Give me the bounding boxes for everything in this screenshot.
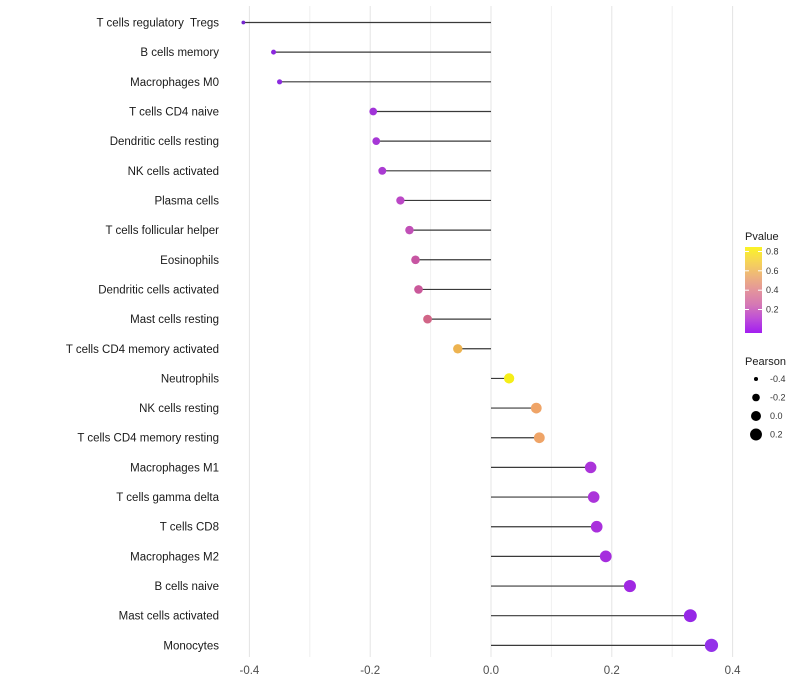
lollipop-dot [584, 461, 597, 474]
pvalue-gradient-bar [745, 247, 762, 333]
category-label: Macrophages M0 [130, 77, 219, 89]
lollipop-dot [405, 225, 414, 235]
category-label: Macrophages M2 [130, 551, 219, 563]
lollipop-dot [241, 20, 246, 25]
x-tick-label: 0.0 [483, 665, 499, 677]
lollipop-dot [704, 638, 719, 652]
lollipop-dot [271, 49, 277, 55]
category-label: T cells CD4 memory resting [77, 433, 219, 445]
lollipop-dot [599, 550, 612, 563]
pvalue-tick-label: 0.2 [766, 305, 779, 315]
lollipop-dot [369, 107, 378, 116]
lollipop-dot [453, 344, 463, 354]
category-label: Dendritic cells resting [110, 136, 219, 148]
pvalue-tick-label: 0.8 [766, 247, 779, 257]
category-label: Mast cells activated [119, 611, 219, 623]
pearson-size-dot [752, 393, 760, 402]
category-label: NK cells activated [128, 166, 219, 178]
lollipop-dot [587, 491, 600, 503]
lollipop-dot [590, 520, 603, 533]
x-tick-label: -0.2 [360, 665, 380, 677]
lollipop-dot [372, 137, 381, 146]
lollipop-dot [503, 373, 515, 384]
pearson-tick-label: 0.2 [770, 430, 783, 440]
pearson-size-dot [753, 376, 759, 382]
category-label: T cells follicular helper [105, 225, 219, 237]
lollipop-dot [378, 166, 387, 175]
lollipop-dot [683, 609, 697, 623]
category-label: T cells CD4 memory activated [66, 344, 219, 356]
lollipop-dot [396, 196, 405, 205]
category-label: T cells CD8 [160, 522, 219, 534]
x-tick-label: 0.4 [725, 665, 742, 677]
pvalue-tick-label: 0.4 [766, 285, 779, 295]
category-label: B cells naive [154, 581, 219, 593]
lollipop-dot [533, 432, 545, 444]
category-label: T cells regulatory Tregs [96, 18, 219, 30]
pearson-tick-label: -0.2 [770, 393, 786, 403]
lollipop-dot [530, 402, 542, 414]
x-tick-label: 0.2 [604, 665, 620, 677]
pvalue-tick-label: 0.6 [766, 266, 779, 276]
category-label: Eosinophils [160, 255, 219, 267]
lollipop-dot [277, 79, 283, 85]
lollipop-dot [623, 579, 636, 593]
lollipop-dot [423, 314, 432, 324]
category-label: Mast cells resting [130, 314, 219, 326]
category-label: B cells memory [140, 47, 219, 59]
lollipop-dot [414, 285, 423, 294]
pearson-tick-label: -0.4 [770, 374, 786, 384]
lollipop-dot [411, 255, 420, 265]
category-label: Monocytes [163, 640, 219, 652]
pearson-size-dot [750, 428, 762, 441]
category-label: Plasma cells [154, 195, 219, 207]
category-label: Macrophages M1 [130, 462, 219, 474]
category-label: Dendritic cells activated [98, 284, 219, 296]
category-label: Neutrophils [161, 373, 219, 385]
category-label: T cells gamma delta [116, 492, 219, 504]
pearson-tick-label: 0.0 [770, 411, 783, 421]
pearson-legend-title: Pearson [745, 356, 786, 368]
x-tick-label: -0.4 [239, 665, 259, 677]
category-label: T cells CD4 naive [129, 106, 219, 118]
pearson-size-dot [751, 411, 761, 421]
category-label: NK cells resting [139, 403, 219, 415]
pvalue-legend-title: Pvalue [745, 231, 779, 243]
